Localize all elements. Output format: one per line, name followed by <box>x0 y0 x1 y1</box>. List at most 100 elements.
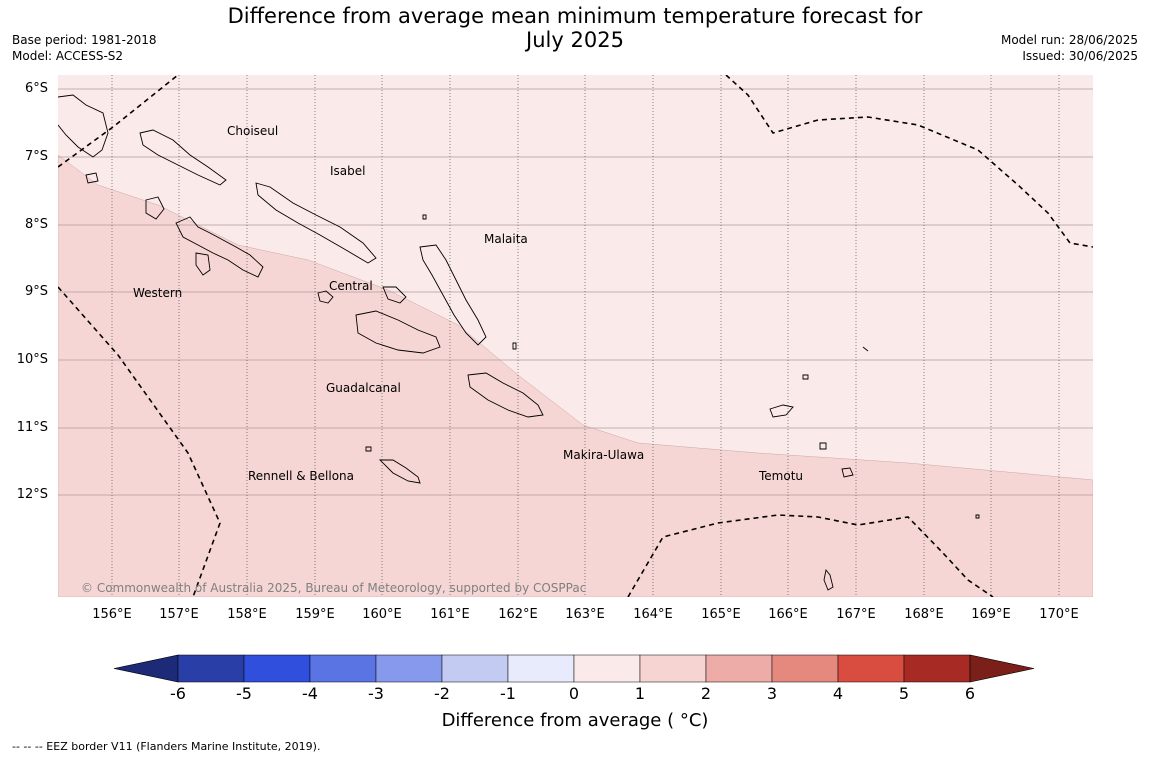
lon-label-166e: 166°E <box>768 607 808 622</box>
region-label-temotu: Temotu <box>758 469 803 483</box>
issued-date: Issued: 30/06/2025 <box>1022 49 1138 63</box>
shortland-islands <box>85 172 99 184</box>
anomaly-zone-1-2 <box>58 154 1093 597</box>
makira-island <box>467 372 544 418</box>
colorbar-segment <box>375 654 443 683</box>
colorbar-tick: 0 <box>568 684 580 703</box>
colorbar-segment <box>903 654 971 683</box>
region-label-rennell-bellona: Rennell & Bellona <box>248 469 354 483</box>
colorbar-tick: 1 <box>634 684 646 703</box>
colorbar-segment <box>441 654 509 683</box>
lon-label-156e: 156°E <box>92 607 132 622</box>
colorbar-tick: 2 <box>700 684 712 703</box>
colorbar-tick: 5 <box>898 684 910 703</box>
guadalcanal-island <box>355 310 441 354</box>
region-label-guadalcanal: Guadalcanal <box>326 381 401 395</box>
lon-label-159e: 159°E <box>295 607 335 622</box>
colorbar-label: Difference from average ( °C) <box>441 710 709 731</box>
rennell-island <box>378 459 421 484</box>
lon-label-162e: 162°E <box>498 607 538 622</box>
anuta-island <box>823 568 834 591</box>
colorbar-over-extension <box>969 654 1035 683</box>
colorbar-tick: -5 <box>236 684 252 703</box>
title-line-2: July 2025 <box>526 28 624 52</box>
lon-label-164e: 164°E <box>633 607 673 622</box>
colorbar-tick: -4 <box>302 684 318 703</box>
colorbar-segment <box>705 654 773 683</box>
lat-label-6s: 6°S <box>24 81 48 96</box>
lat-label-7s: 7°S <box>24 149 48 164</box>
colorbar-segment <box>309 654 377 683</box>
eez-border <box>58 75 1093 597</box>
ranongga-island <box>195 252 211 276</box>
colorbar <box>113 654 1035 683</box>
forecast-map: Choiseul Isabel Malaita Western Central … <box>58 75 1093 597</box>
lon-label-165e: 165°E <box>701 607 741 622</box>
sikaiana-island <box>422 214 427 220</box>
colorbar-segment <box>573 654 641 683</box>
lon-label-158e: 158°E <box>227 607 267 622</box>
isabel-island <box>255 182 377 264</box>
ulawa-island <box>512 342 517 350</box>
lon-label-170e: 170°E <box>1039 607 1079 622</box>
tikopia-island <box>975 514 980 519</box>
colorbar-tick: -2 <box>434 684 450 703</box>
colorbar-tick: 4 <box>832 684 844 703</box>
colorbar-tick: -6 <box>170 684 186 703</box>
coastlines <box>58 94 980 591</box>
lon-label-160e: 160°E <box>362 607 402 622</box>
base-period: Base period: 1981-2018 <box>12 33 157 47</box>
russell-islands <box>317 290 334 304</box>
title-line-1: Difference from average mean minimum tem… <box>227 4 923 28</box>
region-label-western: Western <box>133 286 182 300</box>
bougainville-island <box>58 94 109 158</box>
colorbar-segment <box>771 654 839 683</box>
latitude-gridlines <box>58 88 1093 496</box>
longitude-gridlines <box>111 75 1060 597</box>
santa-cruz-island <box>769 404 794 418</box>
model-run: Model run: 28/06/2025 <box>1000 33 1138 47</box>
colorbar-segment <box>243 654 311 683</box>
malaita-island <box>419 244 487 346</box>
map-title: Difference from average mean minimum tem… <box>200 4 950 52</box>
copyright-notice: © Commonwealth of Australia 2025, Bureau… <box>81 581 586 595</box>
colorbar-tick: 6 <box>964 684 976 703</box>
region-label-choiseul: Choiseul <box>227 124 278 138</box>
colorbar-under-extension <box>113 654 179 683</box>
colorbar-tick: 3 <box>766 684 778 703</box>
colorbar-tick: -1 <box>500 684 516 703</box>
lon-label-161e: 161°E <box>430 607 470 622</box>
region-label-makira-ulawa: Makira-Ulawa <box>563 448 644 462</box>
duff-islands <box>862 346 869 352</box>
lon-label-157e: 157°E <box>159 607 199 622</box>
colorbar-tick: -3 <box>368 684 384 703</box>
vella-lavella-island <box>145 196 165 220</box>
colorbar-segment <box>177 654 245 683</box>
colorbar-segment <box>639 654 707 683</box>
lat-label-9s: 9°S <box>24 284 48 299</box>
lat-label-12s: 12°S <box>16 487 48 502</box>
model-name: Model: ACCESS-S2 <box>12 49 124 63</box>
meta-right: Model run: 28/06/2025 Issued: 30/06/2025 <box>1001 32 1138 64</box>
lon-label-169e: 169°E <box>971 607 1011 622</box>
lon-label-163e: 163°E <box>565 607 605 622</box>
choiseul-island <box>139 129 227 186</box>
utupua-island <box>819 442 827 450</box>
eez-footnote: -- -- -- EEZ border V11 (Flanders Marine… <box>12 740 321 753</box>
lat-label-11s: 11°S <box>16 420 48 435</box>
lon-label-168e: 168°E <box>904 607 944 622</box>
reef-islands <box>802 374 809 380</box>
lon-label-167e: 167°E <box>836 607 876 622</box>
new-georgia-island <box>175 216 264 278</box>
vanikoro-island <box>841 467 854 478</box>
colorbar-segment <box>507 654 575 683</box>
region-label-malaita: Malaita <box>484 232 528 246</box>
region-label-isabel: Isabel <box>330 164 365 178</box>
florida-islands <box>382 286 407 304</box>
colorbar-segment <box>837 654 905 683</box>
bellona-island <box>365 446 372 452</box>
lat-label-10s: 10°S <box>16 352 48 367</box>
region-label-central: Central <box>329 279 373 293</box>
meta-left: Base period: 1981-2018 Model: ACCESS-S2 <box>12 32 157 64</box>
lat-label-8s: 8°S <box>24 217 48 232</box>
